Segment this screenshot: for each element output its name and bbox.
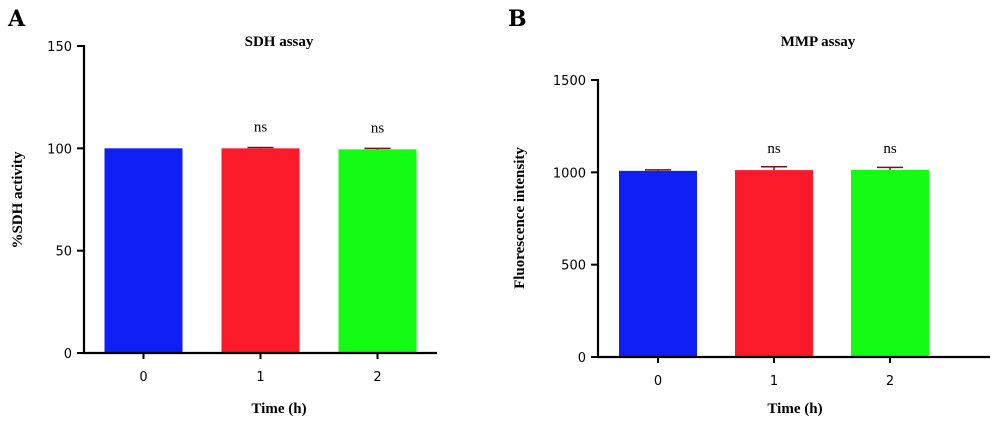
x-tick-label: 1 [770, 374, 778, 389]
y-tick-label: 1500 [553, 74, 586, 89]
significance-label: ns [767, 141, 781, 157]
bar-0 [104, 148, 183, 353]
y-tick-label: 0 [64, 347, 72, 362]
x-tick-label: 2 [886, 374, 894, 389]
significance-label: ns [254, 119, 268, 135]
x-tick-label: 2 [373, 370, 381, 385]
y-tick-label: 150 [47, 40, 72, 55]
y-tick-label: 500 [561, 259, 586, 274]
y-axis-label: Fluorescence intensity [512, 147, 528, 289]
y-tick-label: 50 [55, 245, 72, 260]
chart-title: MMP assay [781, 34, 856, 50]
panel-letter: B [508, 6, 527, 32]
panel-letter: A [7, 6, 26, 32]
significance-label: ns [883, 141, 897, 157]
x-axis-label: Time (h) [251, 401, 306, 417]
plot-area: 0 ns 1 ns 2 0 500 1000 1500 [553, 74, 990, 389]
plot-area: 0 ns 1 ns 2 0 50 100 150 [47, 40, 437, 385]
chart-title: SDH assay [245, 34, 314, 50]
significance-label: ns [371, 120, 385, 136]
bar-1 [221, 148, 300, 353]
y-tick-label: 100 [47, 142, 72, 157]
bar-2 [851, 169, 929, 357]
panel-a: A SDH assay %SDH activity Time (h) 0 ns 1 n… [7, 6, 437, 417]
x-tick-label: 1 [256, 370, 264, 385]
bar-1 [735, 170, 813, 357]
x-tick-label: 0 [654, 374, 662, 389]
y-axis-label: %SDH activity [10, 151, 26, 249]
x-axis-label: Time (h) [767, 401, 822, 417]
x-tick-label: 0 [139, 370, 147, 385]
bar-0 [619, 170, 697, 357]
panel-b: B MMP assay Fluorescence intensity Time … [508, 6, 990, 417]
bar-2 [338, 149, 417, 353]
y-tick-label: 1000 [553, 166, 586, 181]
y-tick-label: 0 [578, 351, 586, 366]
